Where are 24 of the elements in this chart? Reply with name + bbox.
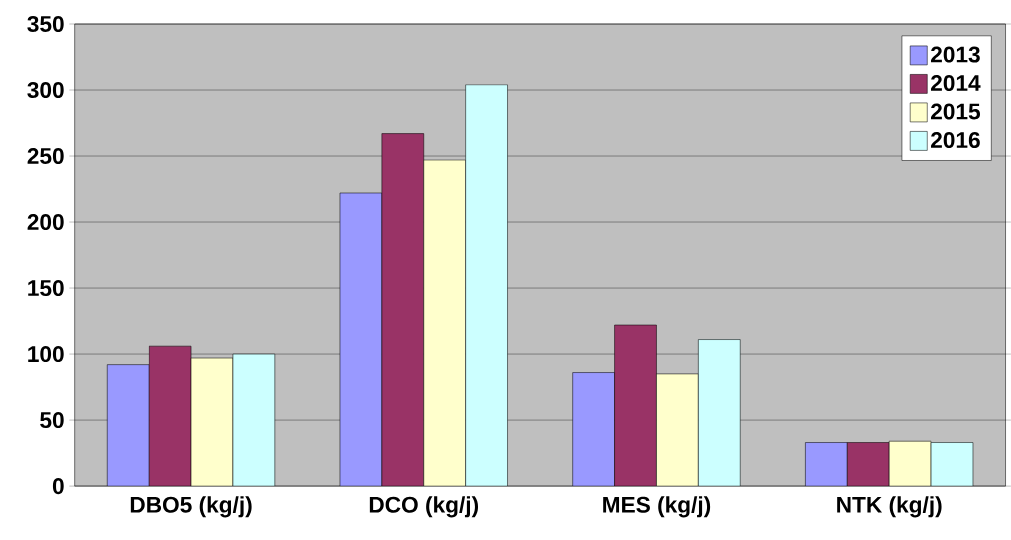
legend-label: 2016 — [931, 131, 980, 148]
y-tick-label: 350 — [27, 15, 64, 32]
x-tick-label: MES (kg/j) — [603, 496, 711, 518]
y-tick-label: 150 — [28, 279, 64, 297]
y-tick-label: 50 — [40, 412, 64, 429]
bar — [930, 442, 974, 487]
bar — [572, 372, 615, 487]
legend-label: 2014 — [931, 74, 981, 92]
y-tick-label: 0 — [52, 478, 64, 495]
x-tick-label: NTK (kg/j) — [837, 496, 942, 518]
y-tick-label: 100 — [28, 346, 64, 363]
bar — [805, 442, 848, 487]
bar — [339, 192, 383, 487]
legend-label: 2015 — [931, 103, 981, 120]
y-tick-label: 300 — [27, 81, 64, 99]
bar — [232, 353, 276, 487]
bar — [465, 84, 508, 487]
bar — [698, 339, 741, 487]
y-tick-label: 200 — [27, 213, 64, 231]
y-tick-label: 250 — [27, 147, 64, 165]
bar — [106, 364, 150, 487]
legend-label: 2013 — [931, 46, 980, 63]
x-tick-label: DCO (kg/j) — [369, 496, 479, 518]
x-tick-label: DBO5 (kg/j) — [130, 496, 252, 518]
